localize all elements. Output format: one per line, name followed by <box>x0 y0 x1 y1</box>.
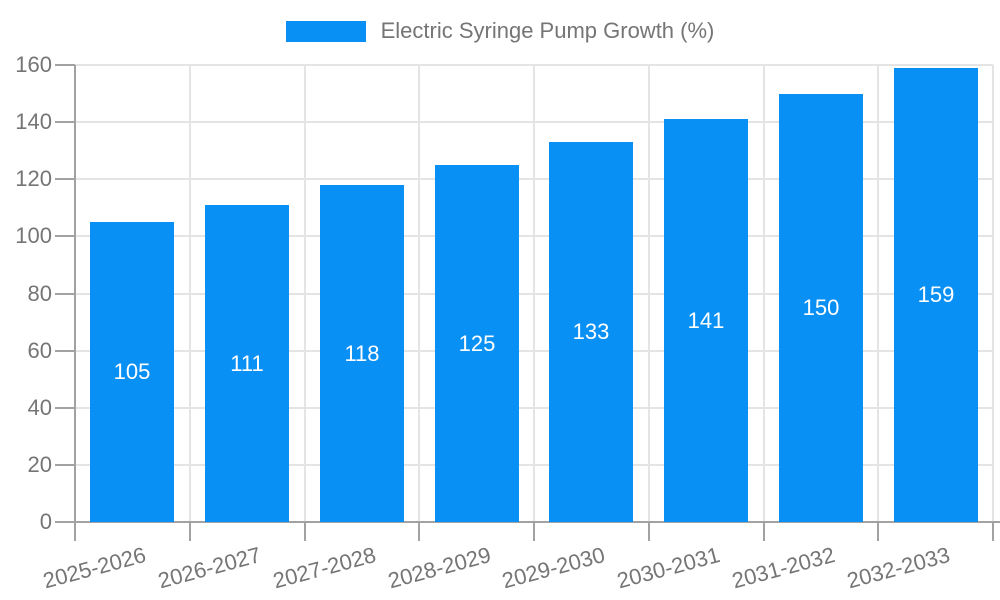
legend-item[interactable]: Electric Syringe Pump Growth (%) <box>285 18 715 44</box>
bar-value-label: 105 <box>113 359 151 384</box>
bar-value-label: 150 <box>802 295 840 320</box>
x-tick <box>877 523 879 541</box>
legend: Electric Syringe Pump Growth (%) <box>0 18 1000 44</box>
y-tick <box>55 121 75 123</box>
x-tick <box>418 523 420 541</box>
y-tick <box>55 64 75 66</box>
bar <box>664 119 748 522</box>
y-tick-label: 80 <box>27 281 52 306</box>
gridline <box>533 65 535 522</box>
gridline <box>304 65 306 522</box>
bar <box>435 165 519 522</box>
bar-value-label: 133 <box>572 319 610 344</box>
y-tick <box>55 350 75 352</box>
bar-value-label: 111 <box>230 351 264 376</box>
gridline <box>648 65 650 522</box>
bar <box>90 222 174 522</box>
bar <box>779 94 863 522</box>
y-tick <box>55 521 75 523</box>
x-tick <box>189 523 191 541</box>
x-tick <box>304 523 306 541</box>
bar-value-label: 141 <box>687 308 725 333</box>
y-tick <box>55 235 75 237</box>
bar <box>549 142 633 522</box>
bar-value-label: 125 <box>458 331 496 356</box>
y-tick-label: 0 <box>39 509 52 534</box>
bar <box>205 205 289 522</box>
y-tick <box>55 464 75 466</box>
x-tick <box>992 523 994 541</box>
legend-label: Electric Syringe Pump Growth (%) <box>380 18 715 43</box>
y-tick-label: 20 <box>27 452 52 477</box>
y-tick <box>55 178 75 180</box>
x-tick <box>648 523 650 541</box>
y-tick-label: 60 <box>27 338 52 363</box>
y-tick-label: 120 <box>15 166 52 191</box>
x-axis-line <box>74 521 1000 523</box>
legend-swatch-icon <box>285 20 366 42</box>
gridline <box>877 65 879 522</box>
y-tick-label: 40 <box>27 395 52 420</box>
bar-value-label: 159 <box>917 282 955 307</box>
y-axis-line <box>74 65 76 524</box>
gridline <box>763 65 765 522</box>
gridline <box>418 65 420 522</box>
y-tick <box>55 407 75 409</box>
y-tick <box>55 293 75 295</box>
y-tick-label: 160 <box>15 52 52 77</box>
gridline <box>189 65 191 522</box>
bar <box>894 68 978 522</box>
x-tick <box>763 523 765 541</box>
gridline <box>992 65 994 522</box>
bar-value-label: 118 <box>344 341 380 366</box>
y-tick-label: 140 <box>15 109 52 134</box>
bar <box>320 185 404 522</box>
y-tick-label: 100 <box>15 223 52 248</box>
x-tick <box>533 523 535 541</box>
x-tick <box>74 523 76 541</box>
